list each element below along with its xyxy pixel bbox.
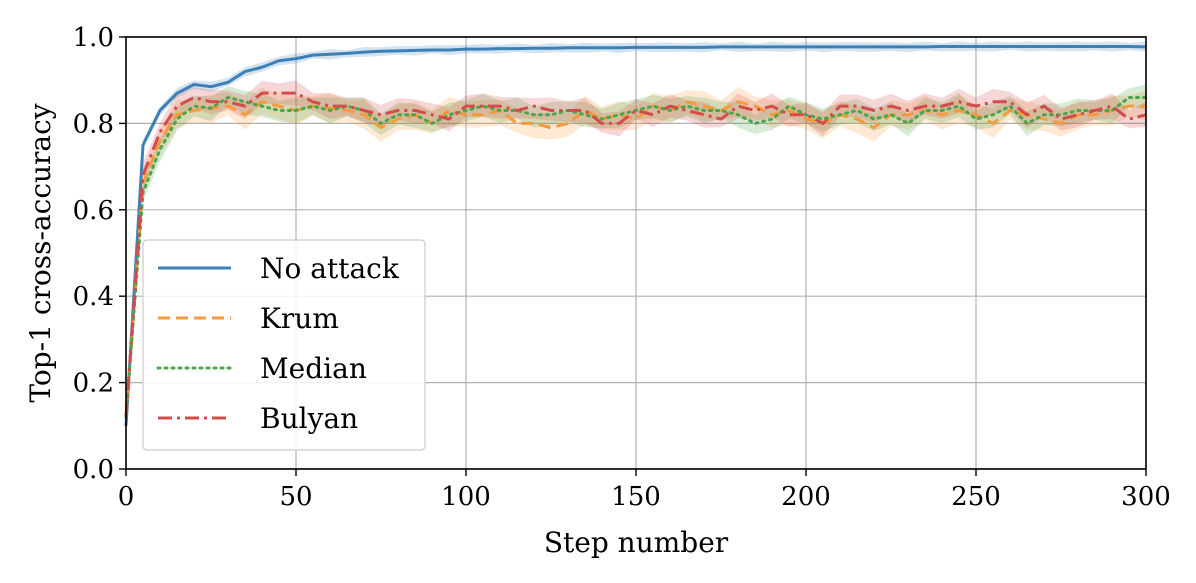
band-no-attack [126,41,1146,431]
y-tick-label: 0.0 [73,455,114,485]
x-tick-label: 250 [951,482,1001,512]
x-tick-label: 100 [441,482,491,512]
series-line-bulyan [124,91,1147,418]
band-krum [126,86,1146,433]
series-lines [124,45,1148,426]
y-tick-label: 0.2 [73,369,114,399]
series-line-no-attack [124,45,1147,426]
x-tick-label: 150 [611,482,661,512]
legend-label-median: Median [260,352,367,385]
x-tick-label: 50 [279,482,312,512]
x-tick-label: 0 [118,482,135,512]
y-tick-label: 0.8 [73,109,114,139]
legend-label-no-attack: No attack [260,252,400,285]
legend: No attack Krum Median Bulyan [142,239,426,451]
y-tick-label: 1.0 [73,23,114,53]
x-tick-label: 300 [1121,482,1171,512]
legend-label-bulyan: Bulyan [260,402,358,435]
x-tick-label: 200 [781,482,831,512]
legend-box [142,239,426,451]
y-tick-label: 0.6 [73,196,114,226]
x-axis-label: Step number [544,526,729,559]
y-tick-label: 0.4 [73,282,114,312]
y-axis-label: Top-1 cross-accuracy [24,103,57,402]
axis-ticks: 0 50 100 150 200 250 300 0.0 0.2 0.4 0.6 0.8 1.0 [73,23,1171,512]
legend-label-krum: Krum [260,302,339,335]
series-line-median [124,95,1148,419]
